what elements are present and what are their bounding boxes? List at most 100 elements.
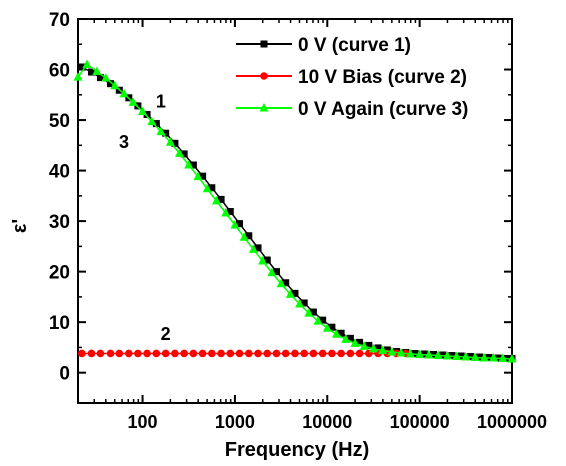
x-tick-label: 100000 [390, 412, 450, 432]
data-point [328, 323, 336, 331]
data-point [147, 116, 157, 126]
data-point [415, 349, 425, 358]
data-point [119, 88, 129, 98]
series-3 [73, 59, 517, 363]
legend-entry: 0 V (curve 1) [236, 35, 411, 56]
data-point [138, 106, 148, 115]
data-point [73, 72, 83, 81]
data-point [337, 349, 345, 358]
data-point [184, 160, 194, 169]
data-point [78, 349, 86, 358]
data-point [161, 349, 170, 358]
data-point [470, 352, 480, 362]
data-point [313, 316, 323, 325]
data-point [217, 195, 225, 203]
data-point [156, 126, 166, 136]
series-layer [73, 59, 517, 363]
data-point [258, 256, 268, 265]
data-point [107, 80, 115, 88]
data-point [479, 353, 489, 362]
data-point [235, 349, 244, 358]
data-point [101, 73, 111, 82]
data-point [199, 172, 207, 180]
data-point [346, 334, 354, 342]
data-point [189, 161, 197, 169]
data-point [208, 349, 216, 358]
curve-annotation: 1 [156, 91, 166, 111]
data-point [165, 137, 175, 146]
y-tick-label: 30 [49, 212, 70, 233]
data-point [152, 120, 160, 128]
data-point [368, 343, 378, 353]
data-point [420, 350, 428, 358]
data-point [365, 341, 373, 349]
data-point [239, 232, 249, 241]
data-point [106, 349, 115, 358]
data-point [96, 349, 105, 358]
data-point [193, 171, 203, 181]
data-point [143, 110, 151, 118]
data-point [110, 80, 120, 90]
data-point [267, 267, 277, 277]
data-point [411, 349, 419, 357]
data-point [319, 316, 327, 324]
data-point [211, 195, 221, 205]
data-point [355, 349, 364, 358]
data-point [424, 350, 434, 359]
data-point [332, 329, 342, 338]
data-point [452, 351, 462, 361]
y-tick-label: 20 [49, 263, 70, 284]
data-point [263, 349, 272, 358]
data-point [433, 350, 443, 360]
data-point [171, 139, 179, 147]
data-point [115, 349, 124, 358]
data-point [230, 220, 240, 229]
data-point [461, 352, 471, 361]
data-point [254, 244, 262, 252]
x-tick-label: 1000 [215, 412, 255, 432]
data-point [322, 323, 332, 332]
data-point [489, 353, 499, 362]
series-2 [78, 349, 410, 358]
data-point [217, 349, 225, 358]
data-point [128, 97, 138, 106]
data-point [276, 278, 286, 288]
data-point [337, 329, 345, 337]
legend: 0 V (curve 1) 10 V Bias (curve 2) 0 V Agai… [236, 35, 468, 120]
data-point [282, 279, 290, 287]
data-point [244, 349, 253, 358]
data-point [226, 349, 235, 358]
data-point [378, 345, 388, 354]
data-point [245, 232, 253, 240]
data-point [309, 349, 318, 358]
x-axis-label: Frequency (Hz) [225, 439, 369, 461]
legend-marker [260, 40, 268, 48]
data-point [92, 66, 102, 76]
y-tick-label: 60 [49, 61, 70, 82]
curve-annotation: 3 [119, 132, 129, 152]
plot-frame [77, 18, 513, 404]
data-point [134, 102, 142, 110]
data-point [387, 346, 397, 356]
data-point [272, 349, 281, 358]
legend-label: 0 V (curve 1) [298, 35, 411, 56]
data-point [295, 298, 305, 308]
data-point [374, 344, 382, 352]
data-point [507, 354, 517, 363]
data-point [300, 299, 308, 307]
data-point [328, 349, 336, 358]
data-point [498, 353, 508, 363]
data-point [134, 349, 142, 358]
data-point [174, 148, 184, 157]
data-point [396, 347, 406, 357]
legend-entry: 0 V Again (curve 3) [236, 99, 468, 120]
data-point [236, 220, 244, 228]
data-point [87, 68, 95, 76]
axes: 100 1000 10000 100000 1000000 0 10 20 30 40 50 60 70 [49, 10, 547, 432]
curve-annotation: 2 [161, 324, 171, 344]
data-point [291, 349, 299, 358]
data-point [78, 63, 86, 71]
data-point [162, 129, 170, 137]
y-tick-label: 40 [49, 162, 70, 183]
